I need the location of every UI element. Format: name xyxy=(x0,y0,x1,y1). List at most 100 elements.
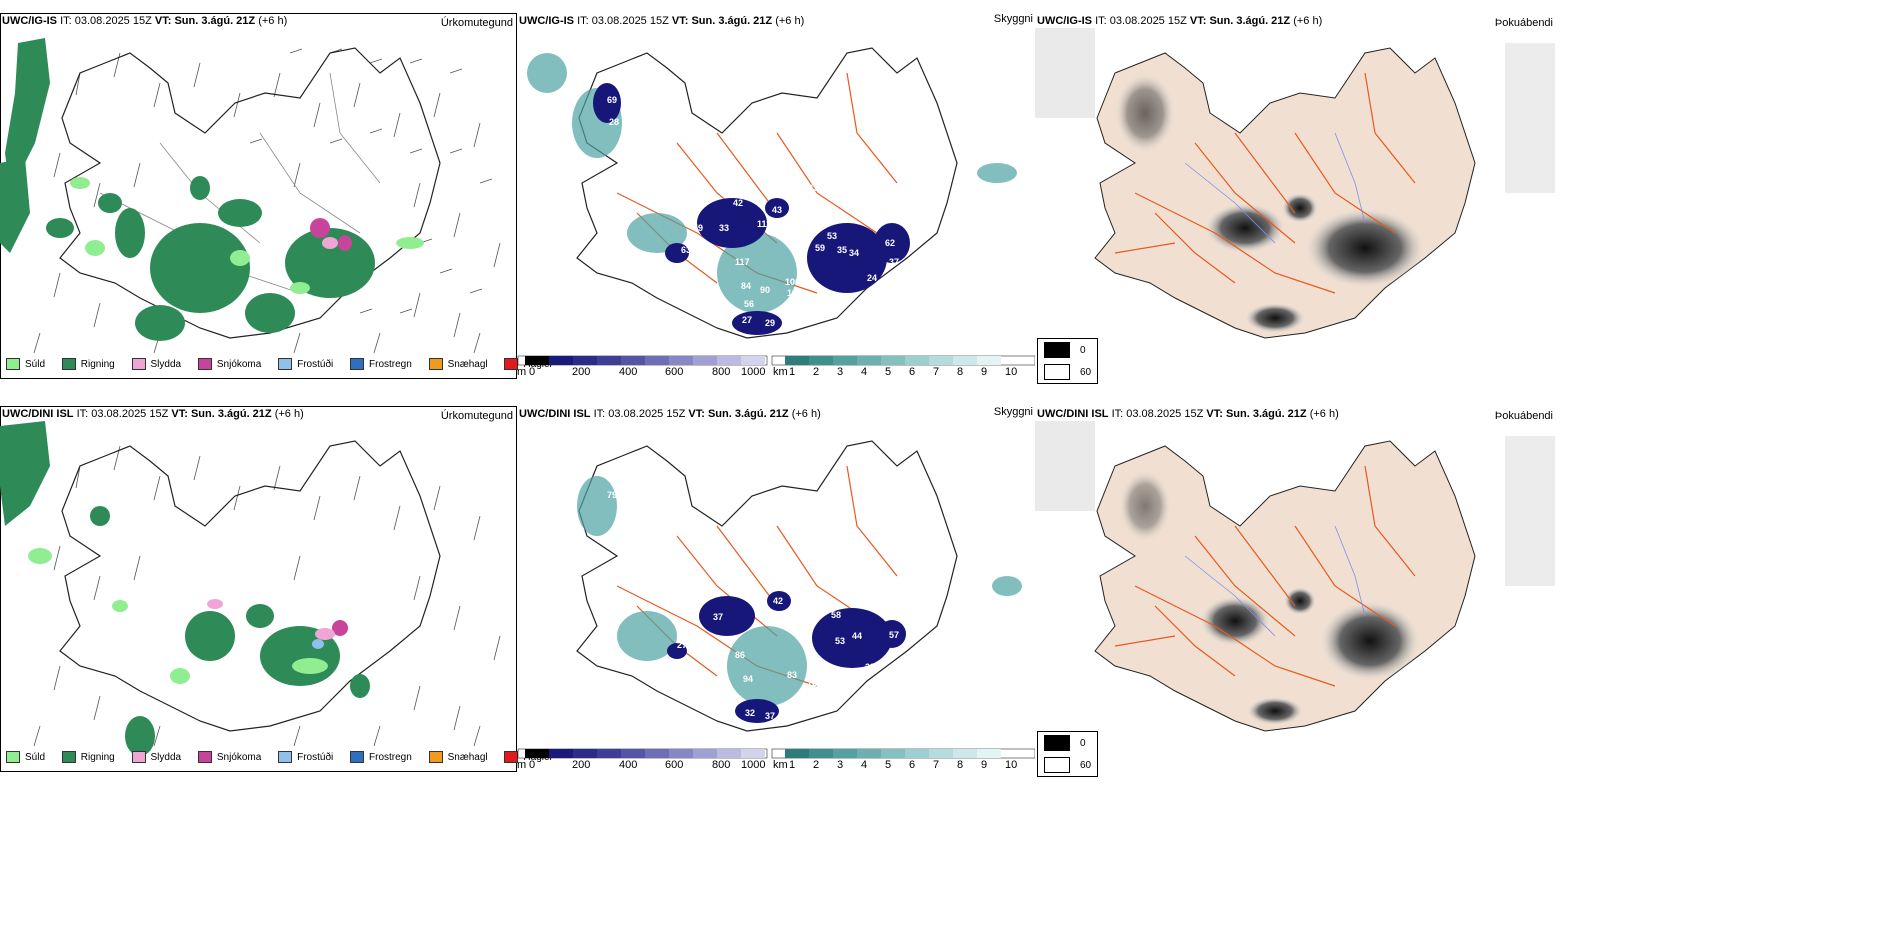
precip-type-map xyxy=(0,13,517,379)
svg-text:37: 37 xyxy=(765,711,775,721)
svg-text:35: 35 xyxy=(837,245,847,255)
km-tick: 10 xyxy=(1005,366,1018,378)
it-label: IT: xyxy=(60,15,72,27)
svg-text:17: 17 xyxy=(637,466,647,476)
precip-type-panel-row2: UWC/DINI ISL IT: 03.08.2025 15Z VT: Sun.… xyxy=(0,406,552,773)
svg-text:62: 62 xyxy=(625,187,635,197)
precip-legend: Súld Rigning Slydda Snjókoma Frostúði Fr… xyxy=(6,751,566,766)
svg-text:139: 139 xyxy=(657,195,672,205)
svg-text:57: 57 xyxy=(889,630,899,640)
fog-index-map xyxy=(1035,421,1555,732)
svg-text:79: 79 xyxy=(798,261,808,271)
fog-legend: 0 60 xyxy=(1037,731,1099,777)
svg-text:53: 53 xyxy=(835,636,845,646)
svg-text:54: 54 xyxy=(929,213,939,223)
cloud-colorbar xyxy=(517,748,1035,759)
svg-text:63: 63 xyxy=(681,245,691,255)
svg-text:56: 56 xyxy=(744,299,754,309)
roads xyxy=(1114,72,1416,294)
m-tick: 0 xyxy=(529,366,536,378)
low-cloud-areas xyxy=(593,83,910,335)
svg-text:36: 36 xyxy=(817,598,827,608)
it-value: 03.08.2025 15Z xyxy=(74,15,152,27)
cloud-base-panel-row2: 17 79 42 37 36 58 53 44 57 27 86 94 83 1… xyxy=(517,406,1035,773)
svg-text:77: 77 xyxy=(785,190,795,200)
svg-text:59: 59 xyxy=(815,243,825,253)
km-tick: 4 xyxy=(861,366,868,378)
cloud-colorbar xyxy=(517,355,1035,366)
panel-title: Þokuábendi xyxy=(1494,410,1553,422)
svg-text:28: 28 xyxy=(609,117,619,127)
model-name: UWC/IG-IS xyxy=(2,15,57,27)
snow-areas xyxy=(332,620,348,636)
panel-header: UWC/DINI ISL IT: 03.08.2025 15Z VT: Sun.… xyxy=(1037,408,1339,420)
drizzle-areas xyxy=(70,177,424,294)
iceland-coastline xyxy=(59,440,441,732)
km-tick: 10 xyxy=(1005,759,1018,771)
km-tick: 3 xyxy=(837,759,844,771)
svg-text:43: 43 xyxy=(772,205,782,215)
cloud-base-panel-row1: 30 69 28 17 29 62 139 26 42 33 77 133 51… xyxy=(517,13,1035,380)
legend-sleet: Slydda xyxy=(131,358,181,370)
svg-text:51: 51 xyxy=(811,207,821,217)
high-cloud-areas xyxy=(577,476,1022,706)
lead-time: (+6 h) xyxy=(258,15,288,27)
panel-header: UWC/IG-IS IT: 03.08.2025 15Z VT: Sun. 3.… xyxy=(519,15,805,27)
km-tick: 7 xyxy=(933,759,940,771)
svg-text:33: 33 xyxy=(719,223,729,233)
m-tick: 600 xyxy=(665,366,684,378)
legend-snow: Snjókoma xyxy=(197,751,261,763)
cloud-base-map: 30 69 28 17 29 62 139 26 42 33 77 133 51… xyxy=(517,47,1035,366)
legend-freezing-drizzle: Frostúði xyxy=(278,751,333,763)
legend-snow-pellets: Snæhagl xyxy=(428,751,488,763)
panel-title: Skyggni xyxy=(993,406,1033,418)
m-tick: 1000 xyxy=(741,759,766,771)
iceland-coastline xyxy=(59,47,441,339)
legend-freezing-rain: Frostregn xyxy=(350,751,412,763)
km-tick: 1 xyxy=(789,759,796,771)
rivers xyxy=(1184,525,1366,637)
drizzle-areas xyxy=(28,548,328,684)
svg-text:37: 37 xyxy=(713,612,723,622)
m-tick: 400 xyxy=(619,759,638,771)
panel-header: UWC/IG-IS IT: 03.08.2025 15Z VT: Sun. 3.… xyxy=(1037,15,1323,27)
legend-sleet: Slydda xyxy=(131,751,181,763)
km-tick: 2 xyxy=(813,759,820,771)
svg-text:106: 106 xyxy=(785,277,800,287)
svg-text:83: 83 xyxy=(787,670,797,680)
m-tick: 600 xyxy=(665,759,684,771)
legend-drizzle: Súld xyxy=(6,358,45,370)
km-unit: km xyxy=(773,759,788,771)
km-tick: 8 xyxy=(957,759,964,771)
svg-text:59: 59 xyxy=(693,223,703,233)
cloud-base-labels: 17 79 42 37 36 58 53 44 57 27 86 94 83 1… xyxy=(607,466,899,721)
svg-text:69: 69 xyxy=(607,95,617,105)
m-tick: 200 xyxy=(572,759,591,771)
sleet-areas xyxy=(322,237,338,249)
svg-text:27: 27 xyxy=(677,640,687,650)
legend-snow: Snjókoma xyxy=(197,358,261,370)
svg-text:32: 32 xyxy=(745,708,755,718)
fog-legend: 0 60 xyxy=(1037,338,1099,384)
panel-header: UWC/DINI ISL IT: 03.08.2025 15Z VT: Sun.… xyxy=(2,408,304,420)
svg-text:62: 62 xyxy=(885,238,895,248)
km-tick: 4 xyxy=(861,759,868,771)
svg-text:42: 42 xyxy=(773,596,783,606)
svg-text:12: 12 xyxy=(807,678,817,688)
m-tick: 800 xyxy=(712,759,731,771)
m-tick: 1000 xyxy=(741,366,766,378)
km-tick: 6 xyxy=(909,759,916,771)
km-tick: 1 xyxy=(789,366,796,378)
svg-text:34: 34 xyxy=(849,248,859,258)
svg-text:27: 27 xyxy=(742,315,752,325)
svg-text:53: 53 xyxy=(827,231,837,241)
sleet-areas xyxy=(207,599,335,640)
m-tick: 400 xyxy=(619,366,638,378)
svg-text:111: 111 xyxy=(757,219,771,229)
vt-label: VT: xyxy=(154,15,172,27)
fog-index-panel-row1: UWC/IG-IS IT: 03.08.2025 15Z VT: Sun. 3.… xyxy=(1035,13,1555,384)
svg-text:86: 86 xyxy=(735,650,745,660)
km-tick: 5 xyxy=(885,366,892,378)
m-unit: m xyxy=(517,366,527,378)
km-tick: 9 xyxy=(981,759,988,771)
